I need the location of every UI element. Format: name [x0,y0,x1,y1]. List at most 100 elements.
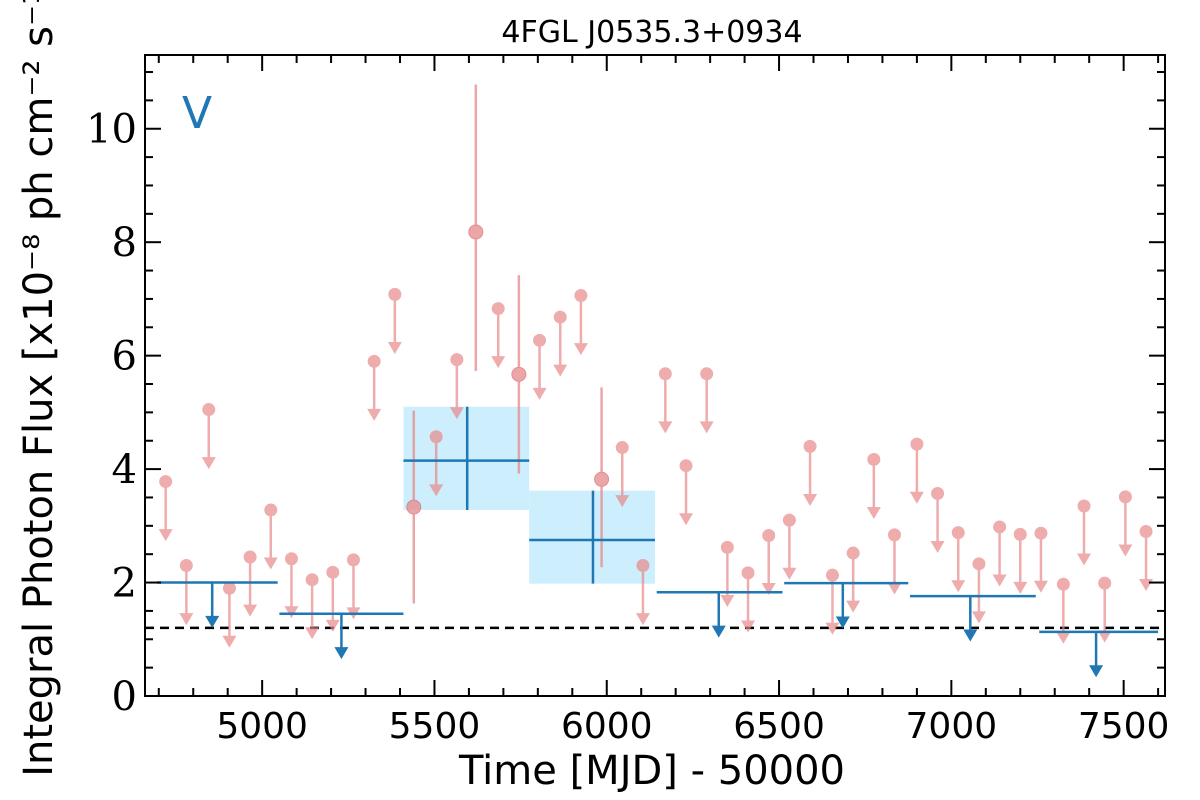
fine-upper-limit-marker [243,550,257,564]
y-tick-label: 2 [112,561,137,607]
fine-upper-limit-marker [367,354,381,368]
fine-upper-limit [887,528,902,595]
fine-upper-limit-arrowhead [909,491,924,504]
fine-upper-limit-marker [658,367,672,381]
fine-upper-limit [761,528,776,596]
coarse-upper-limit [910,594,1036,642]
fine-upper-limit-arrowhead [573,343,588,356]
fine-upper-limit-marker [284,552,298,566]
fine-upper-limit-arrowhead [635,613,650,626]
fine-upper-limit [1118,490,1133,557]
fine-detection [468,84,484,371]
fine-upper-limit-marker [867,452,881,466]
coarse-upper-limit [157,581,278,628]
fine-upper-limit-arrowhead [429,484,444,497]
plot-background [145,55,1165,696]
fine-upper-limit-arrowhead [222,635,237,648]
fine-upper-limit-marker [264,503,278,517]
fine-upper-limit-arrowhead [201,457,216,470]
fine-upper-limit-arrowhead [887,582,902,595]
fine-detection-marker [468,224,484,240]
fine-upper-limit [992,520,1007,587]
fine-upper-limit-arrowhead [761,583,776,596]
fine-upper-limit-marker [222,581,236,595]
fine-upper-limit [635,559,650,626]
fine-upper-limit-marker [887,528,901,542]
x-axis-label: Time [MJD] - 50000 [458,748,845,794]
fine-upper-limit [909,437,924,504]
fine-upper-limit [803,439,818,506]
fine-upper-limit-marker [993,520,1007,534]
fine-detection-marker [594,471,610,487]
coarse-upper-limit-arrowhead [334,647,349,660]
fine-upper-limit-marker [1098,576,1112,590]
fine-upper-limit [720,540,735,607]
y-tick-label: 10 [86,107,137,153]
fine-upper-limit-marker [491,302,505,316]
fine-upper-limit [741,566,756,633]
fine-upper-limit [491,302,506,369]
fine-upper-limit-marker [574,289,588,303]
fine-upper-limit-arrowhead [992,574,1007,587]
x-tick-label: 6000 [561,706,653,747]
fine-upper-limit-arrowhead [367,408,382,421]
fine-upper-limit [158,475,173,542]
fine-upper-limit-marker [741,566,755,580]
fine-upper-limit-arrowhead [1077,553,1092,566]
fine-upper-limit-marker [615,441,629,455]
fine-upper-limit [658,367,673,434]
fine-upper-limit-arrowhead [699,421,714,434]
panel-label: V [182,88,212,139]
fine-upper-limit-arrowhead [658,421,673,434]
fine-upper-limit [679,459,694,526]
fine-upper-limit-marker [762,528,776,542]
fine-upper-limit-arrowhead [179,613,194,626]
fine-detection [406,410,422,604]
fine-upper-limit-arrowhead [1097,630,1112,643]
fine-series [158,84,1154,648]
coarse-upper-limit [656,590,783,638]
fine-upper-limit-marker [1056,577,1070,591]
fine-upper-limit [930,486,945,554]
fine-upper-limit-arrowhead [553,364,568,377]
fine-upper-limit-arrowhead [846,600,861,613]
fine-upper-limit [532,333,547,400]
y-axis-label: Integral Photon Flux [x10⁻⁸ ph cm⁻² s⁻¹] [16,0,62,777]
fine-upper-limit-marker [636,559,650,573]
fine-upper-limit-arrowhead [741,620,756,633]
fine-upper-limit-marker [533,333,547,347]
fine-upper-limit-marker [1077,499,1091,513]
fine-upper-limit-marker [951,526,965,540]
fine-upper-limit [201,403,216,470]
fine-upper-limit [1013,527,1028,594]
fine-upper-limit-arrowhead [971,611,986,624]
fine-upper-limit-arrowhead [325,619,340,632]
fine-upper-limit-arrowhead [158,529,173,542]
fine-upper-limit-marker [1139,524,1153,538]
fine-upper-limit [971,557,986,624]
fine-upper-limit-marker [305,573,319,587]
fine-upper-limit-arrowhead [782,567,797,580]
fine-upper-limit-arrowhead [803,493,818,506]
fine-upper-limit [305,573,320,640]
fine-upper-limit [782,513,797,580]
coarse-upper-limit-arrowhead [205,615,220,628]
coarse-upper-limit [1039,630,1159,678]
coarse-upper-limit-arrowhead [1089,665,1104,678]
fine-upper-limit-arrowhead [930,541,945,554]
fine-upper-limit-marker [553,310,567,324]
fine-upper-limit-marker [202,403,216,417]
fine-upper-limit-arrowhead [825,622,840,635]
fine-upper-limit-arrowhead [1118,544,1133,557]
fine-upper-limit [179,559,194,626]
plot-frame [144,54,1166,697]
fine-upper-limit-arrowhead [491,356,506,369]
fine-upper-limit [449,353,464,420]
fine-upper-limit-marker [846,546,860,560]
coarse-upper-limit-arrowhead [963,629,978,642]
x-tick-label: 7500 [1078,706,1170,747]
fine-upper-limit-arrowhead [1056,631,1071,644]
fine-upper-limit-arrowhead [1013,581,1028,594]
fine-upper-limit [387,287,402,354]
fine-upper-limit [615,441,630,508]
